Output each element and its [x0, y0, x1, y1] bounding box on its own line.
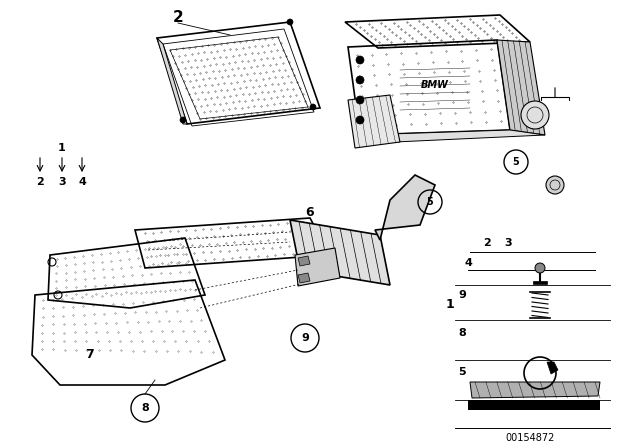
Text: 8: 8	[458, 328, 466, 338]
Text: 4: 4	[464, 258, 472, 268]
Circle shape	[356, 96, 364, 104]
Polygon shape	[375, 175, 435, 240]
Text: 9: 9	[458, 290, 466, 300]
Polygon shape	[298, 256, 310, 266]
Polygon shape	[497, 40, 545, 135]
Circle shape	[287, 19, 293, 25]
Polygon shape	[533, 281, 547, 284]
Text: 5: 5	[427, 197, 433, 207]
Text: 3: 3	[504, 238, 512, 248]
Polygon shape	[360, 130, 545, 142]
Circle shape	[535, 263, 545, 273]
Circle shape	[356, 56, 364, 64]
Text: 7: 7	[86, 349, 94, 362]
Polygon shape	[468, 400, 600, 410]
Polygon shape	[295, 248, 340, 286]
Polygon shape	[470, 382, 600, 398]
Text: 3: 3	[58, 177, 66, 187]
Polygon shape	[547, 362, 558, 374]
Text: 2: 2	[483, 238, 491, 248]
Polygon shape	[298, 273, 310, 283]
Polygon shape	[157, 38, 187, 124]
Text: 8: 8	[141, 403, 149, 413]
Text: 1: 1	[58, 143, 66, 153]
Text: 6: 6	[306, 206, 314, 219]
Text: 5: 5	[458, 367, 466, 377]
Circle shape	[310, 104, 316, 110]
Circle shape	[356, 76, 364, 84]
Text: 4: 4	[78, 177, 86, 187]
Circle shape	[521, 101, 549, 129]
Text: 9: 9	[301, 333, 309, 343]
Text: BMW: BMW	[421, 80, 449, 90]
Text: 00154872: 00154872	[506, 433, 555, 443]
Text: 2: 2	[173, 10, 184, 26]
Circle shape	[180, 117, 186, 123]
Circle shape	[356, 116, 364, 124]
Circle shape	[546, 176, 564, 194]
Text: 5: 5	[513, 157, 520, 167]
Polygon shape	[290, 220, 390, 285]
Polygon shape	[348, 95, 400, 148]
Text: 1: 1	[445, 298, 454, 311]
Text: 2: 2	[36, 177, 44, 187]
